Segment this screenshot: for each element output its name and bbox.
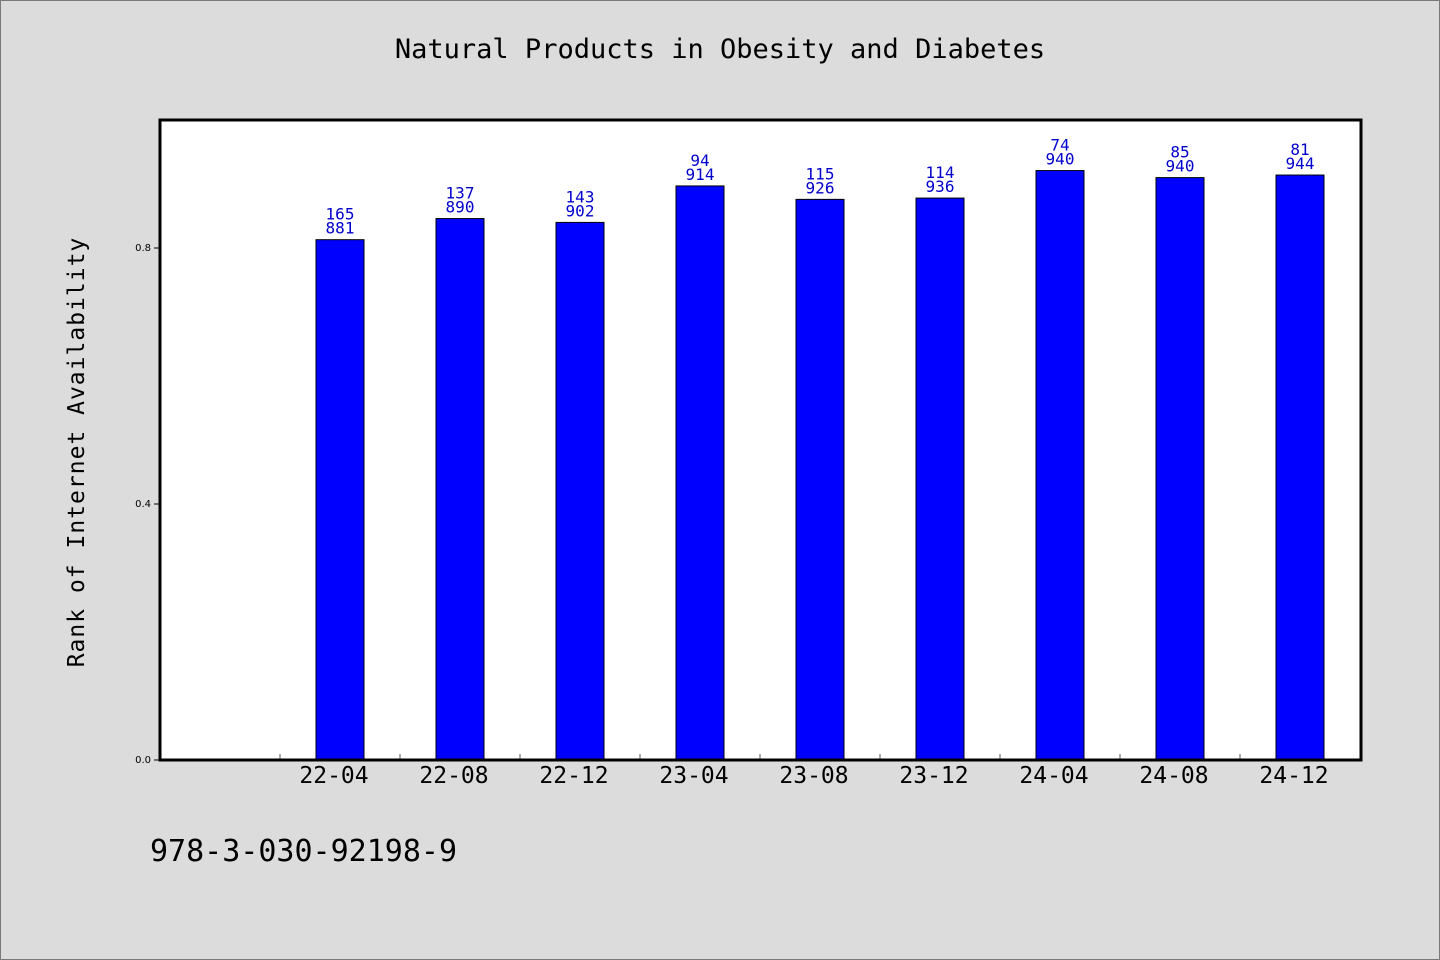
bar-label-top: 74 <box>1050 136 1069 155</box>
bar-label-bottom: 902 <box>566 201 595 220</box>
x-tick-label: 24-12 <box>1259 763 1328 789</box>
bar <box>555 221 605 761</box>
bar-label-bottom: 940 <box>1166 157 1195 176</box>
x-tick-label: 22-12 <box>539 763 608 789</box>
bar-label-bottom: 881 <box>326 219 355 238</box>
bar <box>1275 174 1325 761</box>
y-tick-label: 0.8 <box>135 243 151 254</box>
y-tick-label: 0.0 <box>135 755 151 766</box>
bar-label-top: 94 <box>690 151 709 170</box>
bar-label-bottom: 944 <box>1286 154 1315 173</box>
bar-label-top: 165 <box>326 205 355 224</box>
bar <box>435 218 485 761</box>
bar <box>1155 177 1205 761</box>
plot-border <box>158 118 1363 762</box>
x-tick-label: 22-04 <box>299 763 368 789</box>
bar-label-top: 114 <box>926 163 955 182</box>
bar <box>675 185 725 761</box>
x-tick-label: 22-08 <box>419 763 488 789</box>
chart-title: Natural Products in Obesity and Diabetes <box>394 34 1046 65</box>
bar-label-top: 85 <box>1170 143 1189 162</box>
bar-label-bottom: 914 <box>686 165 715 184</box>
bar-label-top: 143 <box>566 187 595 206</box>
bar <box>1035 170 1085 761</box>
x-tick-label: 24-08 <box>1139 763 1208 789</box>
bar <box>315 239 365 761</box>
x-tick-label: 23-08 <box>779 763 848 789</box>
x-tick-label: 23-04 <box>659 763 728 789</box>
bar-label-top: 115 <box>806 164 835 183</box>
bar-label-bottom: 890 <box>446 198 475 217</box>
bar-label-top: 137 <box>446 184 475 203</box>
bar <box>915 197 965 761</box>
bar-label-bottom: 926 <box>806 178 835 197</box>
bar-label-bottom: 936 <box>926 177 955 196</box>
bar-label-top: 81 <box>1290 140 1309 159</box>
x-tick-label: 24-04 <box>1019 763 1088 789</box>
y-tick-label: 0.4 <box>135 499 151 510</box>
bar <box>795 198 845 761</box>
x-tick-label: 23-12 <box>899 763 968 789</box>
bar-label-bottom: 940 <box>1046 150 1075 169</box>
isbn-text: 978-3-030-92198-9 <box>150 834 458 869</box>
